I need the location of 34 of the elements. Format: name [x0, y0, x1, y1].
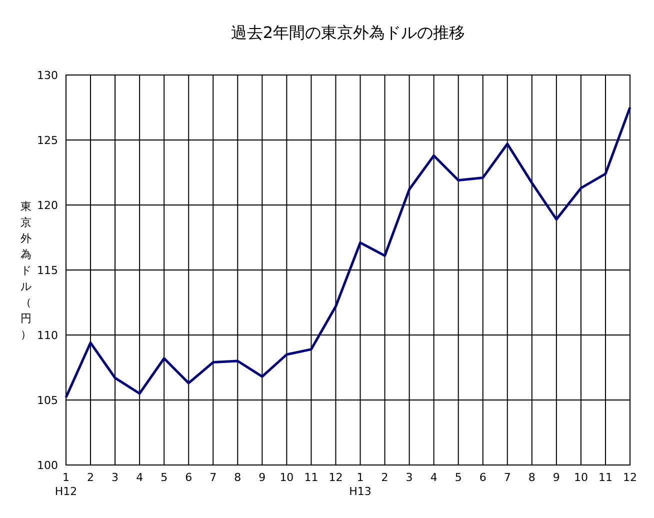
x-tick-label: 5 — [454, 471, 462, 484]
text: 東京外為ドル（円） — [20, 200, 32, 341]
chart-title: 過去2年間の東京外為ドルの推移 — [230, 23, 466, 42]
x-tick-label: 6 — [185, 471, 192, 484]
x-tick-label: 2 — [87, 471, 94, 484]
line-series — [64, 106, 632, 399]
x-tick-label: 7 — [504, 471, 511, 484]
x-tick-label: 1 H13 — [349, 471, 372, 498]
x-tick-label: 4 — [136, 471, 144, 484]
x-tick-label: 12 — [623, 471, 637, 484]
x-tick-label: 11 — [304, 471, 318, 484]
x-tick-label: 7 — [210, 471, 217, 484]
x-tick-label: 9 — [258, 471, 266, 484]
x-tick-label: 1 H12 — [54, 471, 78, 498]
x-tick-label: 10 — [574, 471, 588, 484]
y-tick-label: 110 — [37, 329, 58, 342]
x-tick-label: 3 — [406, 471, 413, 484]
x-tick-label: 5 — [160, 471, 168, 484]
x-tick-label: 10 — [280, 471, 294, 484]
y-tick-label: 115 — [37, 264, 58, 277]
x-tick-label: 8 — [234, 471, 242, 484]
y-tick-label: 125 — [37, 134, 58, 147]
x-tick-label: 4 — [430, 471, 438, 484]
y-tick-label: 105 — [37, 394, 58, 407]
x-tick-label: 12 — [328, 471, 343, 484]
x-tick-label: 8 — [528, 471, 536, 484]
x-tick-label: 2 — [381, 471, 388, 484]
x-tick-label: 3 — [112, 471, 119, 484]
x-tick-label: 9 — [552, 471, 560, 484]
y-tick-label: 120 — [37, 199, 58, 212]
y-tick-label: 130 — [37, 69, 58, 82]
x-tick-label: 11 — [598, 471, 612, 484]
y-tick-label: 100 — [37, 459, 58, 472]
x-tick-label: 6 — [479, 471, 486, 484]
